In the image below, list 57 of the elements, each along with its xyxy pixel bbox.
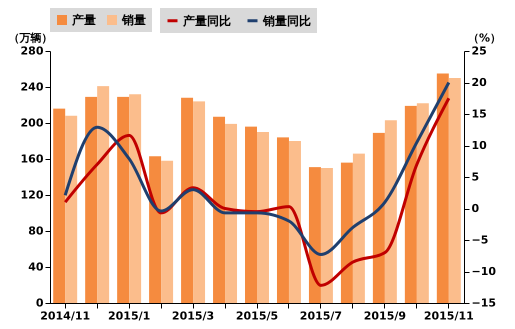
x-tick-label: 2015/1 [108,310,150,322]
y-axis-title: （万辆） [8,32,52,44]
bar [448,78,461,303]
bar [436,74,449,303]
x-tick-label: 2015/5 [236,310,278,322]
bar [193,101,206,303]
y-tick-label: 240 [20,80,44,94]
bar [372,132,385,303]
bar [288,141,301,303]
y2-tick-label: 20 [472,76,488,89]
y2-tick-label: −5 [472,234,488,246]
legend-label: 产量同比 [182,14,231,28]
bar [161,160,174,303]
y2-axis-title: （%） [468,32,502,44]
y-tick-label: 160 [20,152,44,166]
bar [181,98,194,303]
y2-tick-label: 10 [472,139,488,152]
bar [276,137,289,303]
bar [53,108,66,303]
y2-tick-label: −10 [472,265,496,278]
bar [352,154,365,303]
bar [149,156,162,303]
x-tick-label: 2014/11 [40,310,90,322]
bar [384,120,397,303]
x-tick-label: 2015/7 [300,310,342,322]
y2-tick-label: 25 [472,44,487,58]
bar [129,94,142,303]
bar [117,96,130,303]
y2-tick-label: 5 [472,170,480,184]
bar [320,168,333,303]
bar [65,116,78,303]
y-tick-label: 120 [20,188,44,202]
bar [97,86,110,303]
bar [340,162,353,303]
bar [245,126,257,303]
y2-tick-label: 15 [472,108,487,120]
y-tick-label: 0 [36,296,44,310]
line-series [64,81,450,256]
bar [225,124,238,303]
bar [257,132,269,303]
y2-tick-label: −15 [472,296,496,310]
legend-label: 产量 [71,13,96,27]
y-tick-label: 280 [20,44,44,58]
legend-label: 销量同比 [262,14,311,28]
y2-tick-label: 0 [472,202,480,215]
y-tick-label: 80 [28,224,44,238]
x-tick-label: 2015/3 [172,310,214,322]
bar [404,106,417,303]
bar [85,96,98,303]
x-tick-label: 2015/11 [424,310,474,322]
bar [308,167,321,303]
bar [416,103,429,303]
bar [213,116,226,303]
y-tick-label: 200 [20,116,44,130]
legend-label: 销量 [121,13,146,27]
y-tick-label: 40 [28,260,44,274]
x-tick-label: 2015/9 [364,310,406,322]
